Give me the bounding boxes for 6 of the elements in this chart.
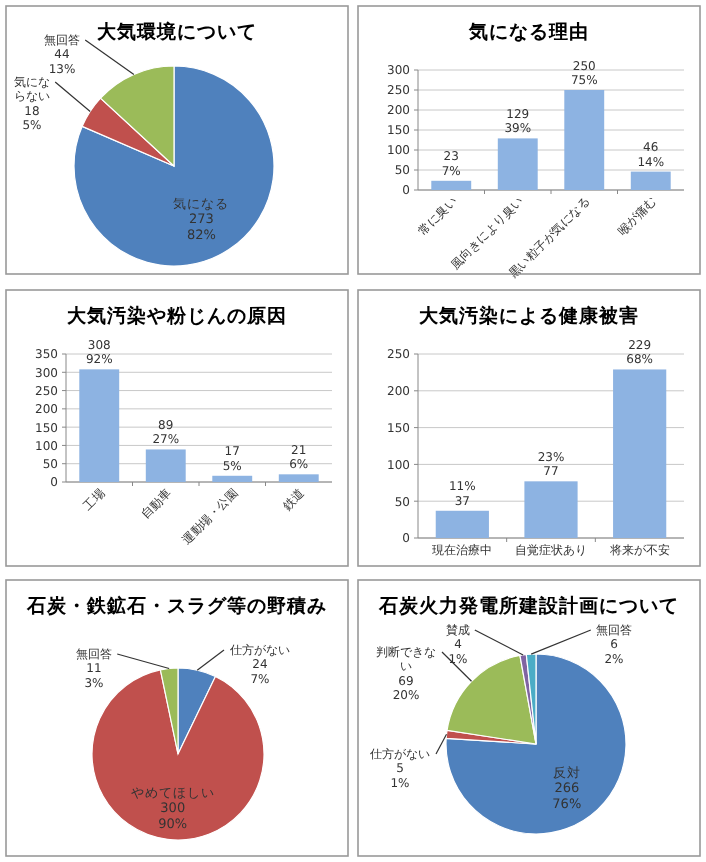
chart-title: 大気汚染や粉じんの原因 — [65, 304, 287, 328]
chart-title: 気になる理由 — [467, 20, 589, 44]
chart-title: 石炭火力発電所建設計画について — [377, 594, 679, 618]
chart-title: 石炭・鉄鉱石・スラグ等の野積み — [25, 594, 327, 618]
chart-title: 大気環境について — [95, 20, 257, 44]
chart-title: 大気汚染による健康被害 — [417, 304, 639, 328]
